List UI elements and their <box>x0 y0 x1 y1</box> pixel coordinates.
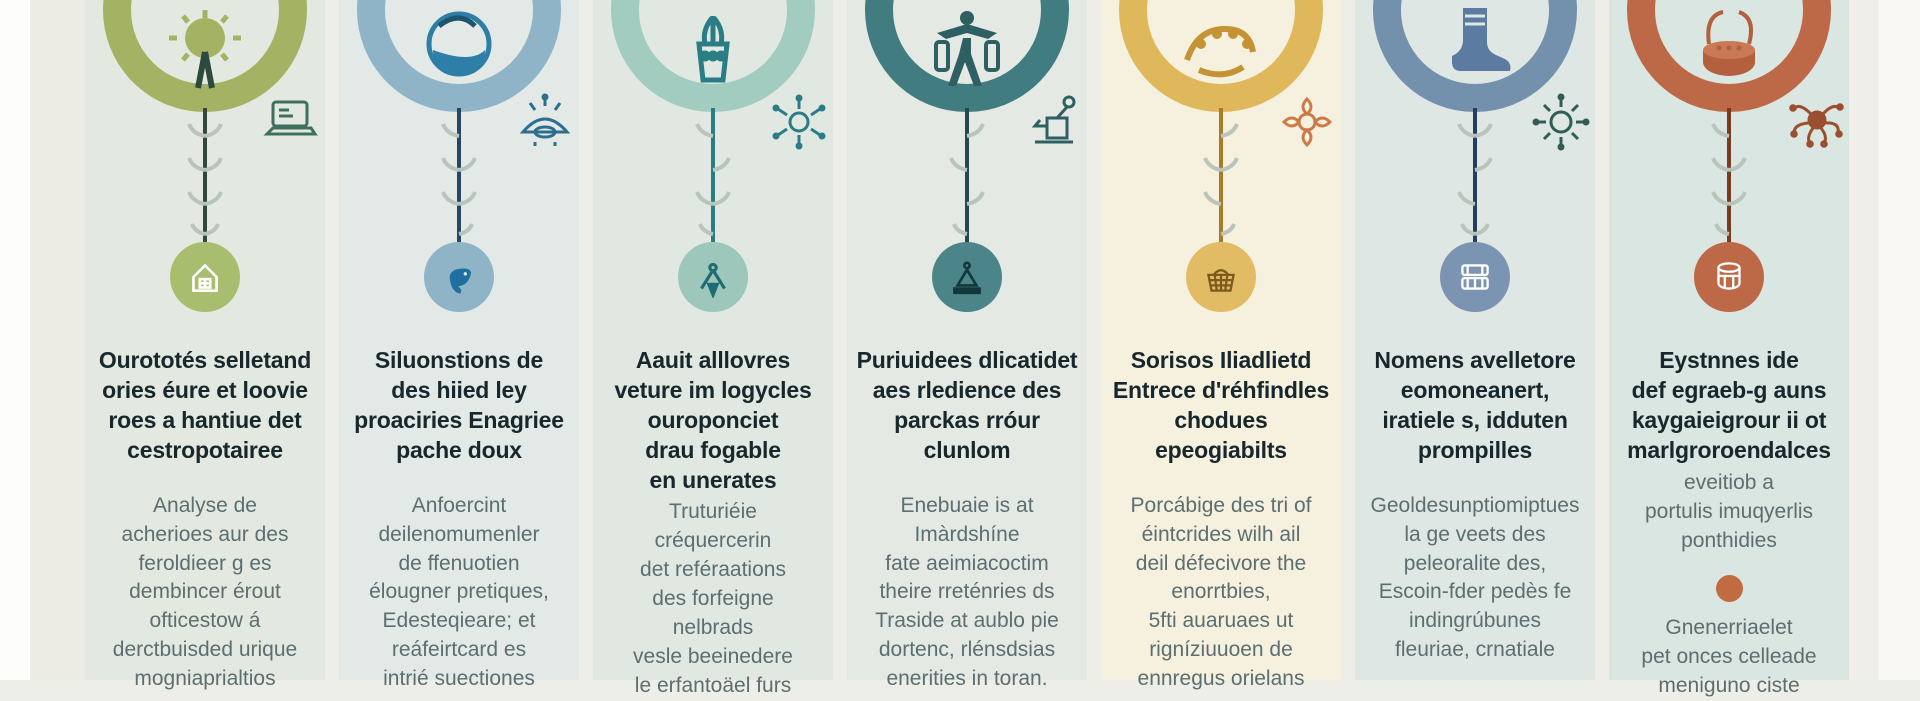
column-4: Puriuidees dlicatidet aes rledience des … <box>847 0 1087 690</box>
column-7: Eystnnes ide def egraeb-g auns kaygaieig… <box>1609 0 1849 697</box>
bird-icon <box>449 268 471 294</box>
column-body: Truturiéie créquercerin det reféraations… <box>633 500 793 698</box>
right-margin-band <box>1849 0 1879 680</box>
column-heading: Aauit alllovres veture im logycles ourop… <box>614 347 812 493</box>
stem-with-leaves <box>187 108 223 242</box>
badge-circle <box>1440 242 1510 312</box>
spider-icon <box>1785 92 1845 152</box>
plant-icon <box>663 2 763 102</box>
column-body: Geoldesunptiomiptues la ge veets des pel… <box>1370 493 1580 662</box>
stem-with-leaves <box>695 108 731 242</box>
column-heading: Ourototés selletand ories éure et loovie… <box>98 347 312 463</box>
jar-icon <box>1717 262 1741 290</box>
tree-icon <box>155 2 255 102</box>
flower-icon <box>1277 92 1337 152</box>
laptop-icon <box>261 92 321 152</box>
stem-with-leaves <box>1457 108 1493 242</box>
column-body: Anfoercint deilenomumenler de ffenuotien… <box>369 493 549 691</box>
badge-circle <box>170 242 240 312</box>
column-body: Porcábige des tri of éintcrides wilh ail… <box>1130 493 1312 691</box>
column-heading: Eystnnes ide def egraeb-g auns kaygaieig… <box>1627 347 1831 463</box>
stem-with-leaves <box>1203 108 1239 242</box>
left-margin-band <box>30 0 85 680</box>
column-heading: Nomens avelletore eomoneanert, iratiele … <box>1374 347 1576 463</box>
badge-circle <box>932 242 1002 312</box>
right-white-strip <box>1879 0 1920 680</box>
machine-icon <box>1023 92 1083 152</box>
chest-icon <box>1461 264 1489 290</box>
person-icon <box>917 2 1017 102</box>
badge-circle <box>424 242 494 312</box>
left-white-strip <box>0 0 30 680</box>
column-1: Ourototés selletand ories éure et loovie… <box>85 0 325 690</box>
tools-icon <box>700 262 726 298</box>
column-body: eveitiob a portulis imuqyerlis ponthidie… <box>1644 470 1814 552</box>
column-3: Aauit alllovres veture im logycles ourop… <box>593 0 833 697</box>
atom-icon <box>769 92 829 152</box>
column-heading: Siluonstions de des hiied ley proaciries… <box>354 347 564 463</box>
column-5: Sorisos Iliadlietd Entrece d'réhfindles … <box>1101 0 1341 690</box>
pot-icon <box>1679 2 1779 102</box>
house-icon <box>192 263 218 292</box>
boot-icon <box>1425 2 1525 102</box>
stem-with-leaves <box>441 108 477 242</box>
press-icon <box>953 261 981 295</box>
lamp-icon <box>515 92 575 152</box>
badge-circle <box>678 242 748 312</box>
column-body: Analyse de acherioes aur des feroldieer … <box>112 493 298 691</box>
globe-icon <box>409 2 509 102</box>
crab-icon <box>1171 2 1271 102</box>
stem-with-leaves <box>949 108 985 242</box>
column-heading: Puriuidees dlicatidet aes rledience des … <box>856 347 1078 463</box>
badge-circle <box>1186 242 1256 312</box>
orange-dot <box>1715 575 1743 603</box>
column-2: Siluonstions de des hiied ley proaciries… <box>339 0 579 690</box>
column-6: Nomens avelletore eomoneanert, iratiele … <box>1355 0 1595 680</box>
sun-icon <box>1531 92 1591 152</box>
column-body-2: Gnenerriaelet pet onces celleade menigun… <box>1641 616 1817 698</box>
badge-circle <box>1694 242 1764 312</box>
basket-icon <box>1206 269 1236 292</box>
column-body: Enebuaie is at Imàrdshíne fate aeimiacoc… <box>875 493 1059 691</box>
stem-with-leaves <box>1711 108 1747 242</box>
column-heading: Sorisos Iliadlietd Entrece d'réhfindles … <box>1112 347 1330 463</box>
